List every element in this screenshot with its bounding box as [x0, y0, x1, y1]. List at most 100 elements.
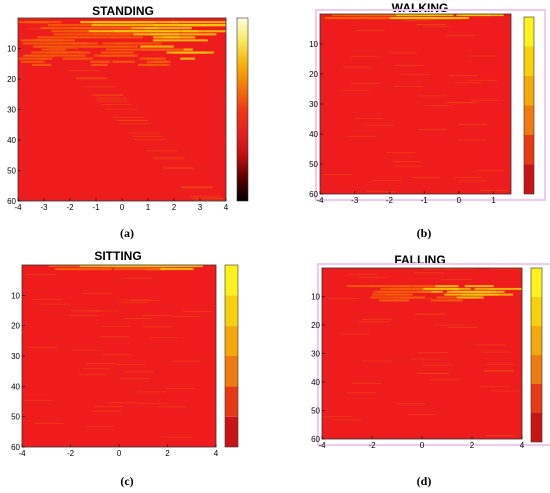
x-axis-ticks: -4 -2 0 2 4 — [18, 444, 219, 458]
heatmap-streak — [18, 18, 50, 19]
heatmap-streak — [165, 388, 195, 390]
heatmap-streak — [417, 24, 446, 25]
panel-caption: (d) — [417, 474, 432, 488]
x-tick-label: -4 — [318, 441, 326, 450]
heatmap-stripe — [23, 54, 56, 57]
heatmap-stripe — [37, 36, 79, 39]
heatmap-streak — [340, 89, 370, 91]
heatmap-streak — [396, 403, 427, 405]
heatmap-streak — [189, 195, 221, 197]
heatmap-streak — [480, 189, 509, 191]
colorbar-step — [225, 265, 238, 296]
heatmap-streak — [101, 104, 133, 105]
heatmap-streak — [362, 319, 393, 320]
y-tick-label: 20 — [311, 321, 320, 330]
heatmap-streak — [491, 268, 522, 270]
x-tick-label: -4 — [18, 449, 26, 458]
heatmap-streak — [418, 95, 447, 97]
heatmap-stripe — [91, 63, 108, 66]
heatmap-stripe — [474, 287, 522, 290]
y-tick-label: 60 — [309, 190, 318, 199]
x-tick-label: 3 — [198, 203, 203, 212]
heatmap-stripe — [171, 21, 226, 24]
heatmap-streak — [163, 168, 195, 170]
heatmap-streak — [27, 347, 57, 348]
heatmap-stripe — [370, 285, 411, 288]
colorbar-border — [523, 16, 535, 195]
x-tick-label: -1 — [421, 196, 429, 205]
heatmap-streak — [422, 25, 452, 27]
heatmap-plot — [315, 9, 546, 201]
heatmap-streak — [402, 298, 433, 299]
heatmap-stripe — [464, 285, 494, 288]
heatmap-streak — [171, 360, 201, 362]
heatmap-streak — [82, 293, 112, 294]
heatmap-stripe — [113, 268, 161, 271]
colorbar — [224, 264, 239, 448]
heatmap-streak — [449, 75, 478, 76]
heatmap-streak — [328, 298, 359, 299]
x-tick-label: 0 — [120, 203, 125, 212]
heatmap-streak — [84, 86, 116, 88]
heatmap-stripe — [394, 296, 416, 299]
heatmap-streak — [163, 436, 193, 438]
heatmap-streak — [138, 403, 168, 405]
heatmap-streak — [181, 187, 214, 189]
heatmap-stripe — [45, 51, 61, 54]
heatmap-streak — [96, 98, 128, 100]
heatmap-streak — [153, 158, 185, 160]
heatmap-streak — [351, 83, 380, 84]
heatmap-streak — [453, 177, 482, 179]
colorbar — [236, 17, 249, 202]
heatmap-streak — [31, 298, 61, 300]
heatmap-stripe — [87, 30, 139, 33]
heatmap-stripe — [447, 290, 490, 293]
x-tick-label: 2 — [470, 441, 475, 450]
heatmap-stripe — [378, 299, 391, 302]
x-tick-label: -2 — [67, 449, 75, 458]
heatmap-stripe — [41, 48, 66, 51]
panel-caption: (a) — [120, 226, 134, 240]
heatmap-streak — [470, 99, 499, 101]
heatmap-stripe — [423, 287, 471, 290]
plot-frame — [317, 263, 550, 446]
heatmap-streak — [137, 391, 167, 393]
heatmap-stripe — [150, 33, 179, 36]
heatmap-stripe — [406, 296, 425, 299]
heatmap-streak — [356, 30, 385, 31]
heatmap-streak — [347, 135, 377, 137]
heatmap-streak — [366, 191, 396, 192]
heatmap-stripe — [27, 21, 62, 24]
heatmap-stripe — [173, 33, 217, 36]
x-tick-label: -3 — [351, 196, 359, 205]
heatmap-streak — [183, 311, 213, 313]
heatmap-stripe — [138, 63, 155, 66]
heatmap-stripe — [93, 21, 155, 24]
heatmap-stripe — [117, 42, 162, 45]
y-axis-ticks: 10 20 30 40 50 60 — [7, 45, 21, 206]
heatmap-stripe — [90, 60, 111, 63]
heatmap-streak — [423, 364, 454, 366]
x-tick-label: -3 — [40, 203, 48, 212]
panel-walking: WALKING -4 -3 -2 -1 0 1 10 20 30 40 50 60 (b) — [309, 1, 546, 240]
y-tick-label: 50 — [311, 407, 320, 416]
heatmap-streak — [401, 74, 430, 76]
heatmap-streak — [454, 82, 483, 84]
heatmap-streak — [149, 337, 179, 339]
heatmap-streak — [72, 349, 102, 351]
heatmap-streak — [394, 165, 424, 167]
heatmap-stripe — [152, 39, 208, 42]
heatmap-streak — [108, 402, 138, 403]
heatmap-streak — [142, 315, 172, 316]
heatmap-streak — [372, 180, 401, 182]
chart-title: SITTING — [94, 249, 141, 263]
heatmap-streak — [121, 299, 151, 301]
heatmap-streak — [105, 108, 137, 110]
colorbar-step — [225, 356, 238, 387]
heatmap-streak — [193, 200, 226, 201]
heatmap-streak — [170, 316, 200, 317]
y-tick-label: 50 — [309, 160, 318, 169]
heatmap-streak — [447, 327, 478, 328]
heatmap-streak — [485, 363, 515, 365]
